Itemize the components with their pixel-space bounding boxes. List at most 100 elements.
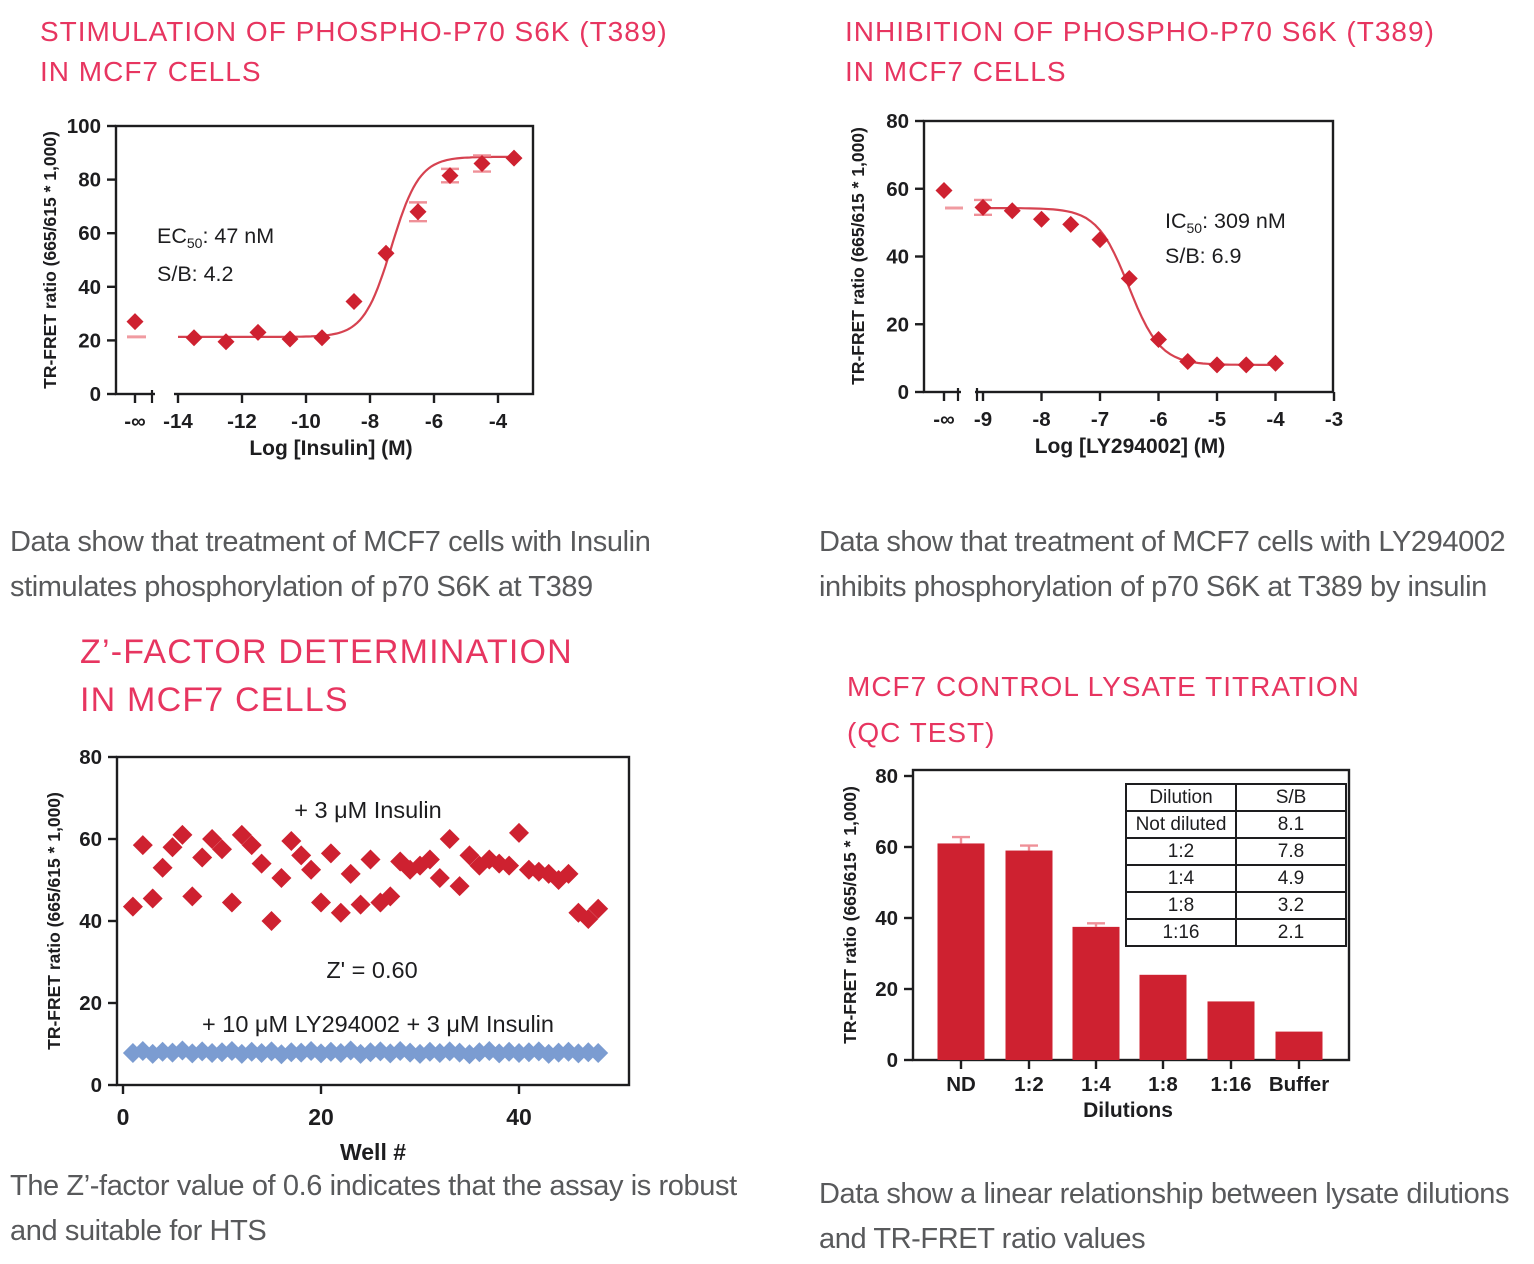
- svg-text:-9: -9: [974, 408, 992, 431]
- caption-line: Data show that treatment of MCF7 cells w…: [10, 526, 651, 558]
- svg-text:Z' = 0.60: Z' = 0.60: [326, 957, 417, 983]
- svg-text:1:2: 1:2: [1014, 1073, 1044, 1096]
- title-line: MCF7 CONTROL LYSATE TITRATION: [847, 671, 1360, 702]
- svg-text:1:16: 1:16: [1210, 1073, 1251, 1096]
- caption-line: and suitable for HTS: [10, 1215, 267, 1247]
- table-cell: 2.1: [1235, 918, 1347, 947]
- inhibition-title: INHIBITION OF PHOSPHO-P70 S6K (T389) IN M…: [845, 12, 1435, 92]
- svg-text:40: 40: [506, 1104, 532, 1130]
- svg-text:+ 10 μM LY294002 + 3 μM Insuli: + 10 μM LY294002 + 3 μM Insulin: [202, 1011, 554, 1037]
- table-row: 1:2 7.8: [1125, 837, 1347, 866]
- table-cell: 1:8: [1125, 891, 1237, 920]
- table-cell: 1:2: [1125, 837, 1237, 866]
- svg-text:-3: -3: [1325, 408, 1343, 431]
- title-line: (QC TEST): [847, 717, 996, 748]
- svg-text:-6: -6: [425, 410, 443, 433]
- svg-text:20: 20: [886, 313, 909, 336]
- svg-text:20: 20: [308, 1104, 334, 1130]
- title-line: IN MCF7 CELLS: [845, 56, 1067, 87]
- table-cell: 1:4: [1125, 864, 1237, 893]
- svg-text:-7: -7: [1091, 408, 1109, 431]
- svg-text:-12: -12: [227, 410, 257, 433]
- svg-text:S/B: 4.2: S/B: 4.2: [157, 262, 234, 286]
- stimulation-chart: 0 20 40 60 80 100 TR-FRET ratio (665/615 * 1,0…: [40, 115, 535, 460]
- svg-text:-10: -10: [291, 410, 321, 433]
- zfactor-chart: 0 20 40 60 80 TR-FRET ratio (665/615 * 1,000)…: [44, 746, 631, 1165]
- caption-line: The Z’-factor value of 0.6 indicates tha…: [10, 1170, 737, 1202]
- titration-caption: Data show a linear relationship between …: [819, 1172, 1510, 1262]
- table-cell: 8.1: [1235, 810, 1347, 839]
- svg-text:60: 60: [79, 828, 102, 851]
- svg-text:TR-FRET ratio (665/615 * 1,000: TR-FRET ratio (665/615 * 1,000): [840, 786, 860, 1044]
- svg-text:IC50: 309 nM: IC50: 309 nM: [1165, 209, 1286, 236]
- svg-text:40: 40: [78, 276, 101, 299]
- svg-text:80: 80: [875, 765, 898, 788]
- svg-text:-14: -14: [163, 410, 193, 433]
- svg-text:100: 100: [67, 115, 101, 138]
- zfactor-title: Z’-FACTOR DETERMINATION IN MCF7 CELLS: [80, 628, 573, 724]
- svg-text:0: 0: [91, 1074, 102, 1097]
- table-cell: 3.2: [1235, 891, 1347, 920]
- table-cell: 4.9: [1235, 864, 1347, 893]
- svg-text:Log [LY294002] (M): Log [LY294002] (M): [1035, 435, 1226, 458]
- table-row: 1:8 3.2: [1125, 891, 1347, 920]
- table-cell: 7.8: [1235, 837, 1347, 866]
- svg-text:-∞: -∞: [933, 408, 954, 431]
- caption-line: and TR-FRET ratio values: [819, 1223, 1146, 1255]
- svg-text:Buffer: Buffer: [1269, 1073, 1329, 1096]
- svg-text:40: 40: [886, 246, 909, 269]
- titration-chart: 0 20 40 60 80 TR-FRET ratio (665/615 * 1,000)…: [840, 765, 1351, 1122]
- sb-table: Dilution S/B Not diluted 8.1 1:2 7.8 1:4 4.9 1:8…: [1125, 783, 1347, 947]
- title-line: IN MCF7 CELLS: [80, 681, 349, 719]
- svg-text:EC50: 47 nM: EC50: 47 nM: [157, 224, 274, 251]
- svg-text:-4: -4: [1266, 408, 1285, 431]
- svg-text:20: 20: [875, 978, 898, 1001]
- svg-text:0: 0: [90, 383, 101, 406]
- svg-text:80: 80: [886, 110, 909, 133]
- svg-text:-4: -4: [489, 410, 508, 433]
- svg-text:-∞: -∞: [124, 410, 145, 433]
- table-row: 1:16 2.1: [1125, 918, 1347, 947]
- table-header: S/B: [1235, 783, 1347, 812]
- caption-line: inhibits phosphorylation of p70 S6K at T…: [819, 571, 1487, 603]
- svg-text:ND: ND: [946, 1073, 976, 1096]
- inhibition-caption: Data show that treatment of MCF7 cells w…: [819, 520, 1506, 610]
- svg-text:0: 0: [887, 1049, 898, 1072]
- svg-text:20: 20: [78, 329, 101, 352]
- title-line: INHIBITION OF PHOSPHO-P70 S6K (T389): [845, 16, 1435, 47]
- svg-text:-6: -6: [1149, 408, 1167, 431]
- table-row: Not diluted 8.1: [1125, 810, 1347, 839]
- title-line: STIMULATION OF PHOSPHO-P70 S6K (T389): [40, 16, 668, 47]
- inhibition-chart: 0 20 40 60 80 TR-FRET ratio (665/615 * 1,000)…: [848, 110, 1343, 458]
- svg-text:1:8: 1:8: [1148, 1073, 1178, 1096]
- svg-text:60: 60: [875, 836, 898, 859]
- svg-text:40: 40: [79, 910, 102, 933]
- svg-text:-8: -8: [361, 410, 379, 433]
- svg-text:40: 40: [875, 907, 898, 930]
- table-header: Dilution: [1125, 783, 1237, 812]
- svg-text:60: 60: [886, 178, 909, 201]
- svg-text:S/B: 6.9: S/B: 6.9: [1165, 244, 1242, 268]
- svg-text:20: 20: [79, 992, 102, 1015]
- svg-text:1:4: 1:4: [1081, 1073, 1111, 1096]
- svg-text:Log [Insulin] (M): Log [Insulin] (M): [249, 437, 412, 460]
- svg-text:80: 80: [78, 169, 101, 192]
- svg-text:-5: -5: [1208, 408, 1226, 431]
- svg-text:Well #: Well #: [340, 1139, 406, 1165]
- caption-line: Data show that treatment of MCF7 cells w…: [819, 526, 1506, 558]
- title-line: Z’-FACTOR DETERMINATION: [80, 633, 573, 671]
- dilution-sb-table: Dilution S/B Not diluted 8.1 1:2 7.8 1:4 4.9 1:8…: [1125, 783, 1347, 947]
- stimulation-title: STIMULATION OF PHOSPHO-P70 S6K (T389) IN …: [40, 12, 668, 92]
- title-line: IN MCF7 CELLS: [40, 56, 262, 87]
- table-cell: 1:16: [1125, 918, 1237, 947]
- stimulation-caption: Data show that treatment of MCF7 cells w…: [10, 520, 651, 610]
- zfactor-caption: The Z’-factor value of 0.6 indicates tha…: [10, 1164, 737, 1254]
- svg-text:Dilutions: Dilutions: [1083, 1099, 1173, 1122]
- table-cell: Not diluted: [1125, 810, 1237, 839]
- titration-title: MCF7 CONTROL LYSATE TITRATION (QC TEST): [847, 664, 1360, 756]
- svg-text:TR-FRET ratio (665/615 * 1,000: TR-FRET ratio (665/615 * 1,000): [44, 792, 64, 1050]
- svg-text:+ 3 μM Insulin: + 3 μM Insulin: [294, 797, 441, 823]
- svg-text:-8: -8: [1032, 408, 1050, 431]
- svg-text:TR-FRET ratio (665/615 * 1,000: TR-FRET ratio (665/615 * 1,000): [40, 131, 60, 389]
